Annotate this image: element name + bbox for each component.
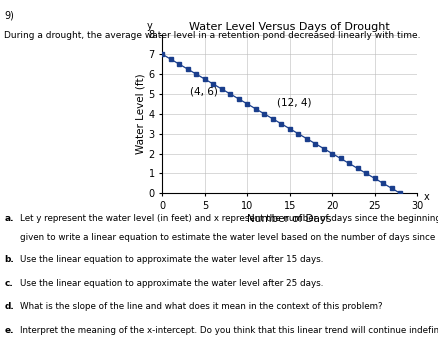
Text: What is the slope of the line and what does it mean in the context of this probl: What is the slope of the line and what d… bbox=[20, 302, 381, 311]
Text: x: x bbox=[423, 192, 429, 202]
Text: Let y represent the water level (in feet) and x represent the number of days sin: Let y represent the water level (in feet… bbox=[20, 214, 438, 223]
Y-axis label: Water Level (ft): Water Level (ft) bbox=[135, 73, 145, 154]
Text: Interpret the meaning of the x-intercept. Do you think that this linear trend wi: Interpret the meaning of the x-intercept… bbox=[20, 326, 438, 335]
Text: Use the linear equation to approximate the water level after 15 days.: Use the linear equation to approximate t… bbox=[20, 255, 322, 264]
Title: Water Level Versus Days of Drought: Water Level Versus Days of Drought bbox=[189, 22, 389, 32]
Text: a.: a. bbox=[4, 214, 14, 223]
X-axis label: Number of Days: Number of Days bbox=[247, 214, 331, 224]
Text: (12, 4): (12, 4) bbox=[276, 98, 311, 108]
Text: (4, 6): (4, 6) bbox=[189, 86, 217, 96]
Text: b.: b. bbox=[4, 255, 14, 264]
Text: 9): 9) bbox=[4, 10, 14, 20]
Text: e.: e. bbox=[4, 326, 14, 335]
Text: y: y bbox=[146, 21, 152, 31]
Text: d.: d. bbox=[4, 302, 14, 311]
Text: During a drought, the average water level in a retention pond decreased linearly: During a drought, the average water leve… bbox=[4, 31, 420, 40]
Text: c.: c. bbox=[4, 279, 13, 288]
Text: given to write a linear equation to estimate the water level based on the number: given to write a linear equation to esti… bbox=[20, 233, 438, 242]
Text: Use the linear equation to approximate the water level after 25 days.: Use the linear equation to approximate t… bbox=[20, 279, 322, 288]
